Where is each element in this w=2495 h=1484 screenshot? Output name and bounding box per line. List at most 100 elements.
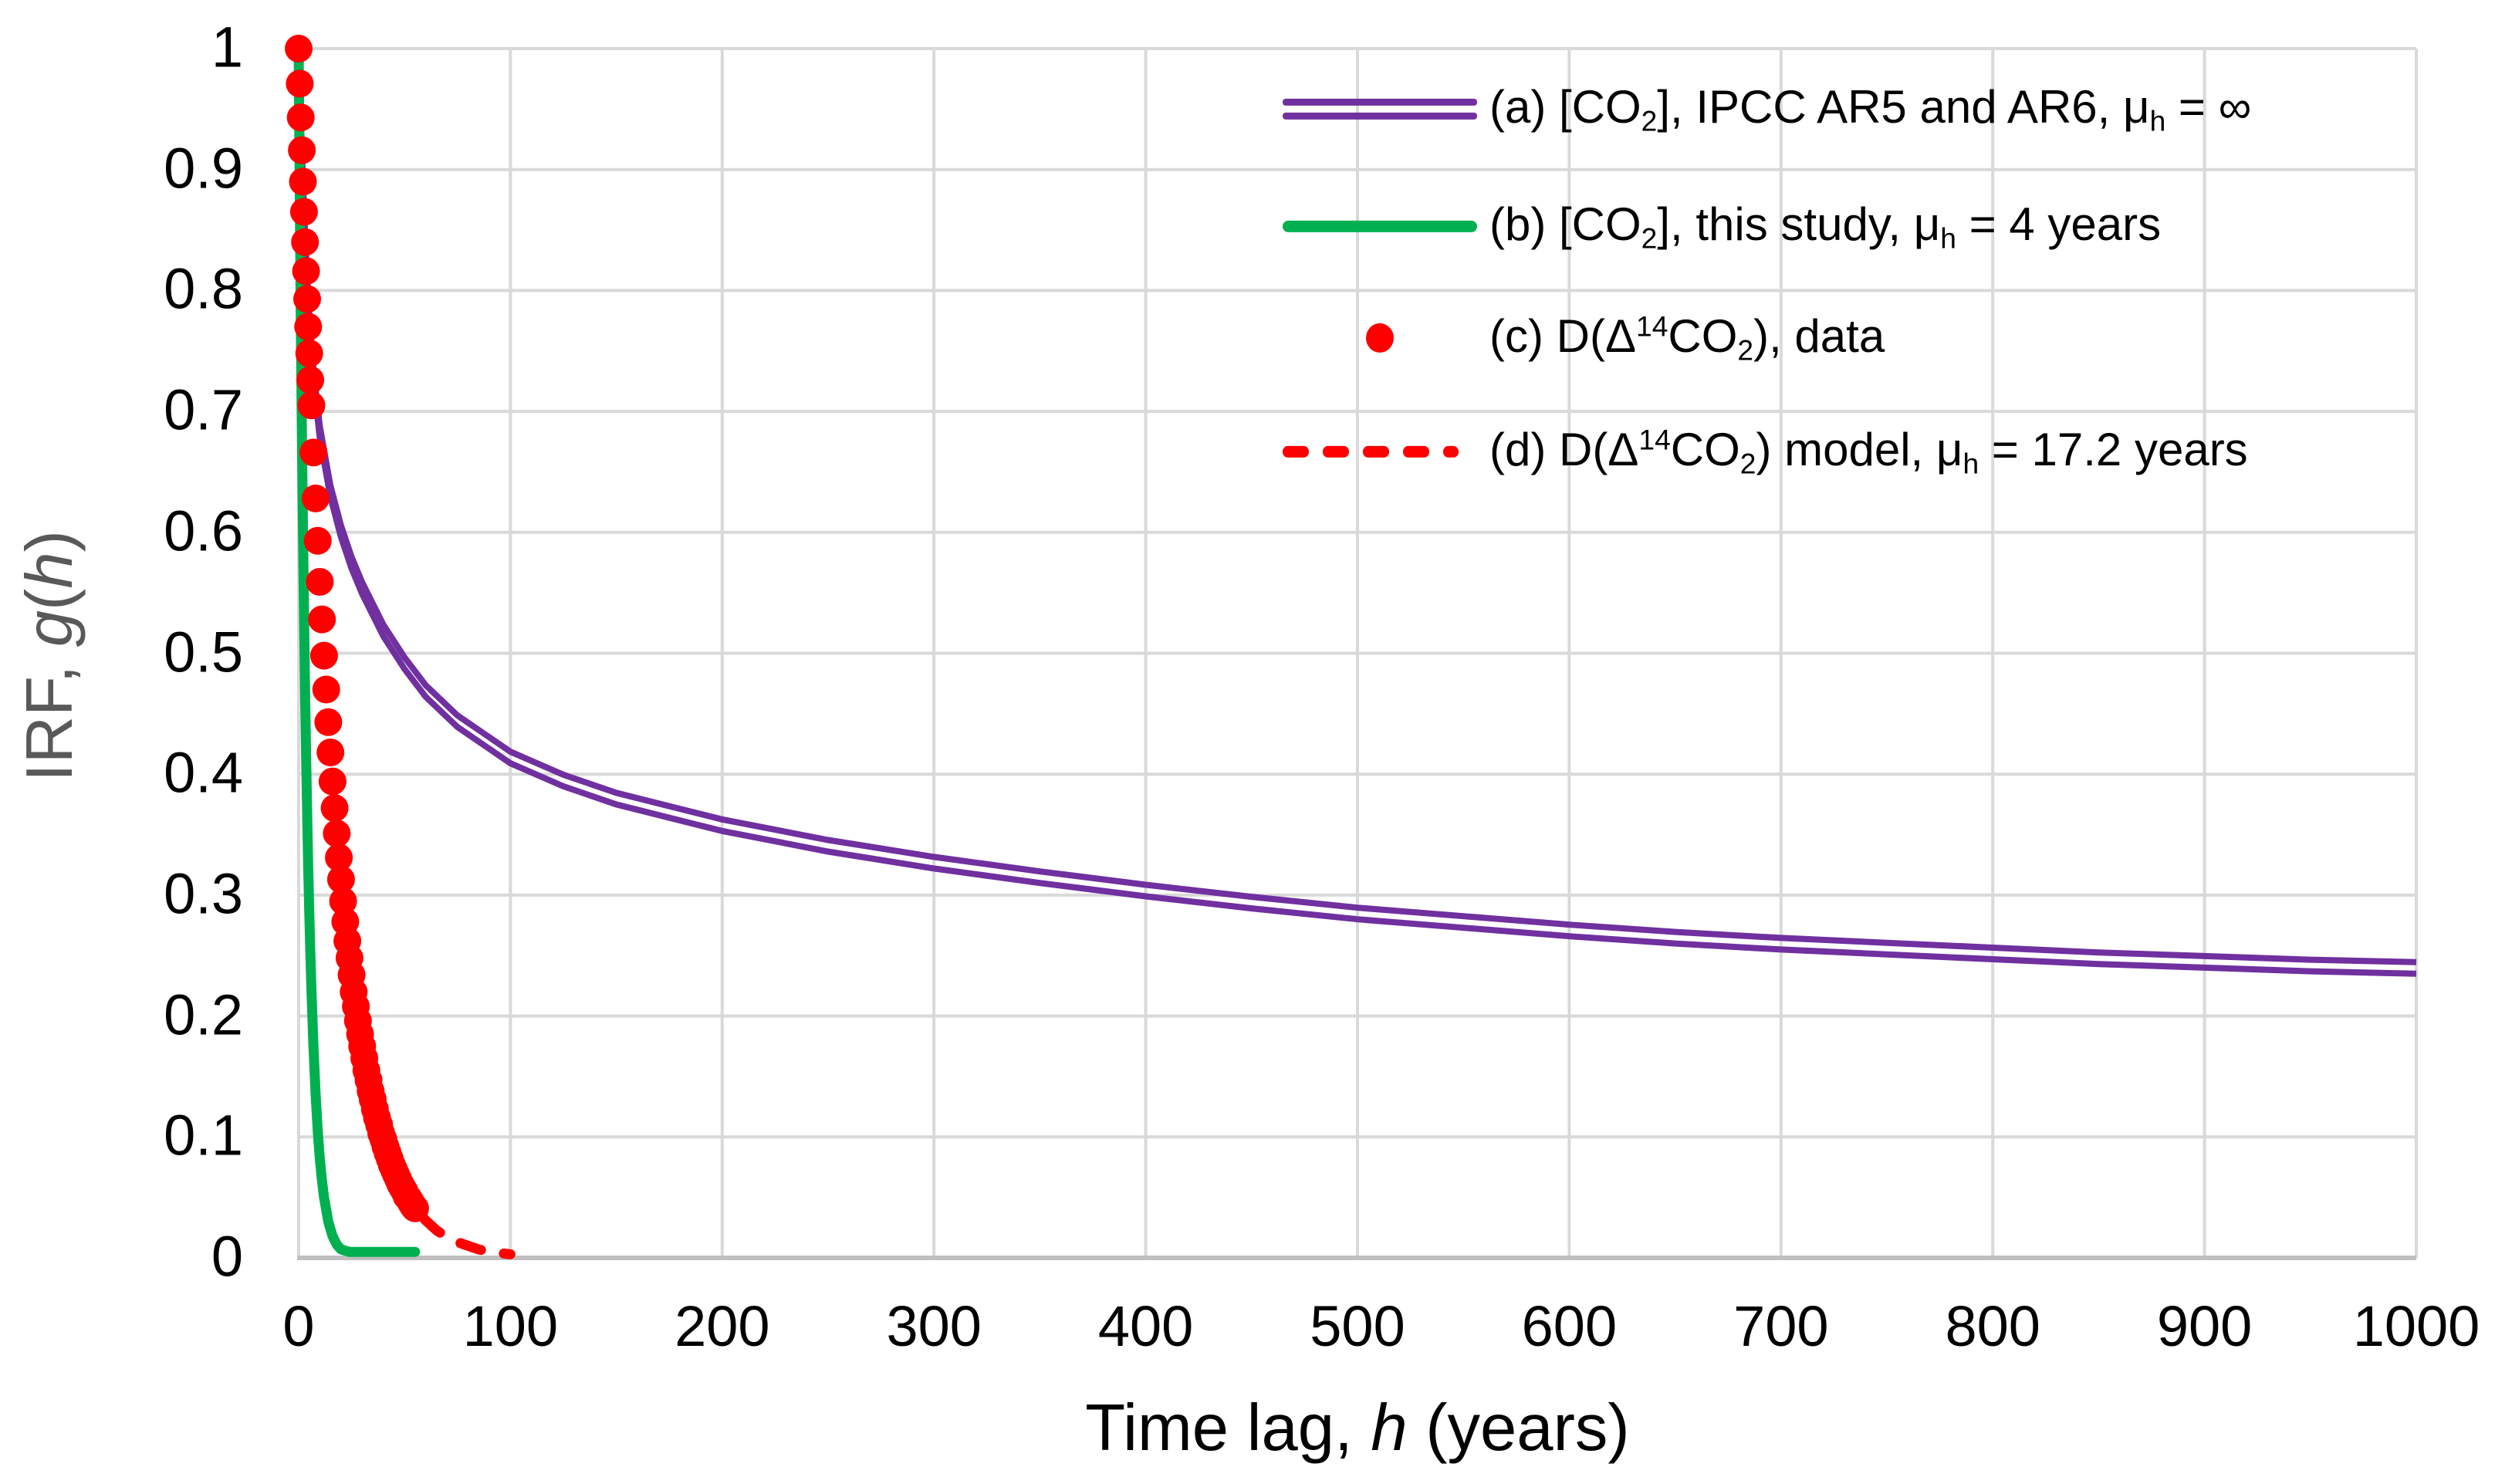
y-tick-label: 0.3 — [164, 861, 243, 926]
legend-label-c: (c) D(Δ14CO2), data — [1489, 309, 1885, 367]
text-run: (a) [CO — [1489, 80, 1641, 133]
text-run: ], IPCC AR5 and AR6, μ — [1657, 80, 2150, 133]
legend-dash — [1283, 445, 1309, 458]
series-c-dot — [292, 257, 320, 286]
legend-swatch-d — [1283, 445, 1477, 458]
legend-swatch-c — [1283, 323, 1477, 353]
series-c-dot — [285, 35, 313, 63]
x-tick-label: 1000 — [2352, 1294, 2480, 1358]
text-run: 14 — [1638, 423, 1671, 456]
series-c-dot — [303, 526, 332, 555]
series-c-dot — [323, 820, 351, 847]
series-c-dot — [325, 843, 353, 872]
x-tick-label: 0 — [282, 1294, 315, 1358]
y-tick-label: 0.1 — [164, 1103, 243, 1168]
y-tick-label: 1 — [211, 15, 243, 79]
text-run: h — [1963, 447, 1979, 480]
legend-dash — [1443, 445, 1459, 458]
text-run: (d) D(Δ — [1489, 423, 1639, 475]
legend-dash — [1363, 445, 1389, 458]
y-axis-title: IRF, g(h) — [13, 530, 86, 782]
text-run: (years) — [1407, 1391, 1630, 1465]
text-run: h — [1940, 221, 1956, 255]
text-run: 14 — [1636, 309, 1668, 343]
legend-label-d: (d) D(Δ14CO2) model, μh = 17.2 years — [1489, 423, 2248, 480]
y-tick-label: 0.4 — [164, 740, 243, 805]
series-c-dot — [296, 366, 325, 394]
legend-line-lower — [1283, 112, 1477, 120]
series-c-dot — [293, 285, 321, 313]
legend-item-a: (a) [CO2], IPCC AR5 and AR6, μh = ∞ — [1283, 80, 2251, 137]
text-run: CO — [1668, 309, 1738, 362]
legend-dash — [1403, 445, 1429, 458]
text-run: ), data — [1753, 309, 1885, 362]
series-c-dot — [316, 739, 345, 766]
series-c-dot — [314, 708, 343, 736]
legend-dash — [1323, 445, 1349, 458]
series-c-dot — [329, 887, 357, 915]
series-c-dot — [289, 198, 318, 226]
legend-item-d: (d) D(Δ14CO2) model, μh = 17.2 years — [1283, 423, 2248, 480]
series-c-dot — [299, 438, 328, 467]
x-axis-title: Time lag, h (years) — [1085, 1395, 1629, 1461]
text-run: = ∞ — [2165, 80, 2252, 133]
text-run: ) model, μ — [1756, 423, 1963, 475]
series-c-dot — [295, 339, 323, 367]
x-tick-label: 100 — [462, 1294, 559, 1358]
series-c-dot — [312, 675, 340, 704]
legend-swatch-b — [1283, 220, 1477, 232]
legend-line — [1283, 220, 1477, 232]
series-c-dot — [326, 865, 355, 894]
text-run: h — [2149, 104, 2166, 137]
y-tick-label: 0.5 — [164, 620, 243, 685]
text-run: h — [1371, 1391, 1408, 1465]
series-c-dot — [294, 313, 323, 341]
legend-item-c: (c) D(Δ14CO2), data — [1283, 309, 1885, 367]
text-run: ( — [13, 588, 86, 610]
x-tick-label: 300 — [886, 1294, 982, 1358]
text-run: IRF, — [13, 647, 86, 782]
series-c-dot — [401, 1194, 429, 1222]
series-c-dot — [297, 391, 326, 420]
x-tick-label: 200 — [674, 1294, 770, 1358]
series-c-dot — [308, 605, 336, 634]
y-tick-label: 0.9 — [164, 136, 243, 201]
legend-label-b: (b) [CO2], this study, μh = 4 years — [1489, 198, 2161, 255]
text-run: (b) [CO — [1489, 198, 1641, 250]
y-tick-label: 0.2 — [164, 982, 243, 1047]
text-run: 2 — [1641, 104, 1658, 137]
series-c-dot — [291, 228, 319, 256]
x-tick-label: 700 — [1733, 1294, 1829, 1358]
x-tick-label: 400 — [1097, 1294, 1194, 1358]
text-run: ], this study, μ — [1657, 198, 1941, 250]
legend-dash-line — [1283, 445, 1477, 458]
series-c-dot — [288, 136, 316, 164]
series-c-dot — [302, 484, 330, 512]
x-tick-label: 500 — [1310, 1294, 1405, 1358]
y-tick-label: 0 — [211, 1224, 243, 1289]
series-c-dot — [306, 568, 334, 596]
series-c-dot — [289, 167, 317, 196]
x-tick-label: 600 — [1521, 1294, 1618, 1358]
series-c-dot — [286, 69, 314, 98]
text-run: = 17.2 years — [1979, 423, 2248, 475]
legend-label-a: (a) [CO2], IPCC AR5 and AR6, μh = ∞ — [1489, 80, 2251, 137]
text-run: Time lag, — [1085, 1391, 1371, 1465]
series-c-dot — [309, 641, 338, 670]
legend-item-b: (b) [CO2], this study, μh = 4 years — [1283, 198, 2161, 255]
text-run: 2 — [1739, 447, 1756, 480]
y-tick-label: 0.7 — [164, 377, 243, 442]
text-run: (c) D(Δ — [1489, 309, 1637, 362]
x-tick-label: 800 — [1945, 1294, 2040, 1358]
legend-line-upper — [1283, 98, 1477, 106]
text-run: = 4 years — [1956, 198, 2162, 250]
text-run: ) — [13, 530, 86, 553]
series-c-dot — [318, 767, 347, 796]
text-run: 2 — [1737, 333, 1754, 367]
y-tick-label: 0.6 — [164, 499, 243, 563]
text-run: 2 — [1641, 221, 1658, 255]
legend-swatch-a — [1283, 98, 1477, 120]
text-run: g — [13, 610, 86, 647]
